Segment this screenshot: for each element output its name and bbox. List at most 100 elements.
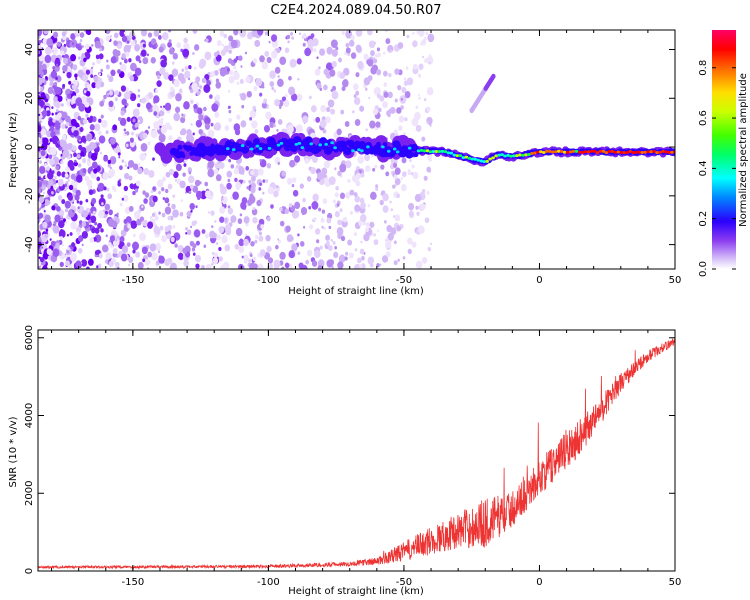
noise-blob [422,55,425,59]
noise-blob [127,166,130,170]
noise-blob [89,237,94,243]
trace-highlight [255,144,260,148]
spectrogram-ylabel: Frequency (Hz) [8,112,19,188]
noise-blob [240,65,243,68]
noise-blob [44,175,47,179]
noise-blob [146,53,149,57]
noise-blob [426,190,430,195]
noise-blob [189,202,196,210]
noise-blob [55,123,61,131]
noise-blob [286,124,294,134]
noise-blob [252,207,256,211]
noise-blob [51,49,54,53]
noise-blob [116,212,119,216]
noise-blob [281,96,287,102]
noise-blob [405,66,409,70]
noise-blob [52,118,56,123]
noise-blob [167,224,172,231]
noise-blob [331,60,337,68]
noise-blob [302,115,309,124]
noise-blob [322,128,327,134]
noise-blob [44,54,52,64]
noise-blob [297,251,301,255]
noise-blob [241,104,245,109]
noise-blob [77,56,81,60]
trace-highlight [640,151,645,155]
trace-highlight [324,142,328,146]
noise-blob [274,98,280,107]
noise-blob [342,216,348,223]
noise-blob [260,224,265,229]
noise-blob [248,179,252,184]
noise-blob [218,68,221,72]
noise-blob [361,255,365,261]
noise-blob [52,47,58,55]
noise-blob [355,30,363,37]
noise-blob [252,168,260,178]
noise-blob [103,155,109,162]
noise-blob [353,97,361,106]
noise-blob [152,195,158,203]
noise-blob [224,125,230,131]
noise-blob [365,128,368,132]
noise-blob [274,66,281,74]
noise-blob [258,187,262,191]
noise-blob [115,261,120,268]
noise-blob [38,68,43,75]
noise-blob [72,209,75,213]
noise-blob [85,92,89,96]
noise-blob [189,240,195,247]
noise-blob [125,143,129,148]
noise-blob [259,158,262,162]
noise-blob [119,236,125,243]
noise-blob [221,43,224,47]
noise-blob [85,199,89,203]
noise-blob [90,152,98,161]
noise-blob [385,38,391,45]
noise-blob [135,251,141,258]
noise-blob [370,66,377,75]
noise-blob [368,96,371,100]
noise-blob [60,215,63,219]
noise-blob [117,43,122,49]
trace-core [244,146,250,153]
trace-highlight [506,153,510,157]
spectrogram-xlabel: Height of straight line (km) [288,286,424,297]
noise-blob [136,127,139,130]
noise-blob [322,198,328,204]
noise-blob [312,193,319,202]
noise-blob [185,231,188,235]
noise-blob [354,204,361,212]
noise-blob [313,48,317,53]
noise-blob [328,259,335,266]
noise-blob [205,263,212,269]
colorbar-tick-label: 0.6 [698,110,709,126]
noise-blob [38,230,41,238]
noise-blob [245,202,249,206]
noise-blob [59,236,64,241]
noise-blob [192,252,196,256]
noise-blob [91,82,97,89]
noise-blob [266,245,272,253]
noise-blob [297,233,300,237]
snr-panel: -150 -100 -50 0 50 0 2000 4000 6000 Height of st… [8,325,681,597]
noise-blob [74,73,78,78]
noise-blob [349,189,355,196]
noise-blob [287,40,290,44]
noise-blob [192,51,195,56]
noise-blob [262,191,265,195]
noise-blob [39,160,43,164]
noise-blob [57,112,62,119]
noise-blob [354,263,361,269]
trace-highlight [625,151,630,155]
noise-blob [275,244,279,250]
noise-blob [189,184,194,189]
noise-blob [204,181,209,187]
noise-blob [120,85,127,92]
noise-blob [71,145,77,152]
noise-blob [152,186,156,191]
noise-blob [334,167,337,171]
noise-blob [124,161,127,164]
noise-blob [40,92,46,99]
noise-blob [385,251,391,258]
